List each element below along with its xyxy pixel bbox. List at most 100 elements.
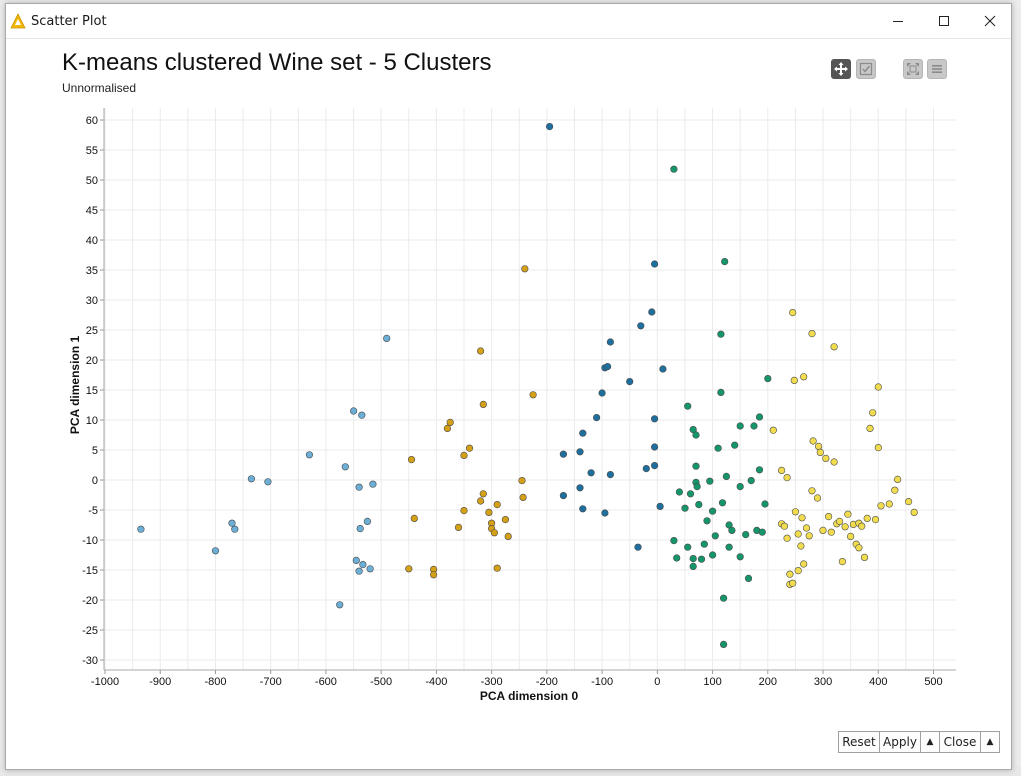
data-point-cluster-2[interactable]: [576, 484, 584, 492]
data-point-cluster-0[interactable]: [247, 475, 255, 483]
data-point-cluster-3[interactable]: [736, 483, 744, 491]
data-point-cluster-2[interactable]: [656, 502, 664, 511]
data-point-cluster-3[interactable]: [731, 441, 739, 449]
data-point-cluster-0[interactable]: [359, 560, 367, 569]
data-point-cluster-4[interactable]: [814, 442, 823, 451]
data-point-cluster-2[interactable]: [650, 462, 659, 470]
data-point-cluster-0[interactable]: [305, 451, 314, 459]
data-point-cluster-4[interactable]: [860, 553, 869, 562]
data-point-cluster-4[interactable]: [830, 343, 838, 351]
data-point-cluster-0[interactable]: [341, 463, 349, 471]
data-point-cluster-4[interactable]: [824, 512, 833, 521]
data-point-cluster-4[interactable]: [866, 424, 874, 433]
close-window-button[interactable]: [967, 4, 1013, 37]
data-point-cluster-3[interactable]: [675, 488, 684, 496]
close-button[interactable]: Close: [939, 731, 981, 753]
data-point-cluster-1[interactable]: [485, 508, 493, 517]
data-point-cluster-2[interactable]: [601, 509, 609, 517]
data-point-cluster-4[interactable]: [780, 522, 789, 530]
data-point-cluster-4[interactable]: [871, 515, 880, 524]
data-point-cluster-1[interactable]: [490, 529, 499, 537]
data-point-cluster-0[interactable]: [355, 567, 363, 575]
data-point-cluster-3[interactable]: [725, 543, 733, 551]
data-point-cluster-0[interactable]: [383, 334, 391, 343]
data-point-cluster-4[interactable]: [783, 474, 791, 482]
menu-button[interactable]: [927, 59, 947, 79]
data-point-cluster-1[interactable]: [529, 391, 537, 399]
data-point-cluster-3[interactable]: [706, 477, 714, 485]
data-point-cluster-3[interactable]: [736, 422, 744, 430]
data-point-cluster-2[interactable]: [576, 448, 584, 456]
data-point-cluster-0[interactable]: [366, 565, 374, 573]
data-point-cluster-3[interactable]: [718, 499, 727, 507]
data-point-cluster-1[interactable]: [493, 501, 501, 509]
data-point-cluster-4[interactable]: [891, 486, 899, 494]
data-point-cluster-4[interactable]: [789, 309, 797, 317]
data-point-cluster-3[interactable]: [711, 532, 719, 540]
data-point-cluster-4[interactable]: [816, 448, 824, 457]
data-point-cluster-0[interactable]: [352, 556, 360, 565]
data-point-cluster-3[interactable]: [700, 540, 708, 548]
data-point-cluster-1[interactable]: [493, 564, 501, 572]
data-point-cluster-2[interactable]: [598, 389, 606, 397]
data-point-cluster-3[interactable]: [686, 490, 695, 498]
data-point-cluster-0[interactable]: [350, 407, 358, 415]
data-point-cluster-0[interactable]: [336, 601, 344, 609]
data-point-cluster-3[interactable]: [742, 530, 750, 539]
data-point-cluster-4[interactable]: [802, 524, 811, 532]
data-point-cluster-2[interactable]: [579, 505, 587, 513]
data-point-cluster-2[interactable]: [659, 365, 667, 373]
data-point-cluster-4[interactable]: [783, 534, 791, 542]
data-point-cluster-2[interactable]: [648, 308, 656, 316]
data-point-cluster-0[interactable]: [363, 517, 372, 526]
data-point-cluster-3[interactable]: [684, 402, 692, 410]
data-point-cluster-3[interactable]: [692, 431, 700, 439]
data-point-cluster-4[interactable]: [805, 532, 813, 540]
select-button[interactable]: [856, 59, 876, 79]
data-point-cluster-3[interactable]: [708, 507, 717, 515]
data-point-cluster-4[interactable]: [835, 517, 844, 526]
data-point-cluster-0[interactable]: [137, 525, 145, 533]
data-point-cluster-3[interactable]: [755, 413, 764, 421]
data-point-cluster-4[interactable]: [797, 542, 805, 550]
data-point-cluster-3[interactable]: [708, 551, 717, 559]
data-point-cluster-1[interactable]: [479, 400, 487, 409]
data-point-cluster-3[interactable]: [721, 258, 729, 266]
data-point-cluster-3[interactable]: [681, 504, 689, 512]
data-point-cluster-4[interactable]: [798, 514, 806, 522]
data-point-cluster-4[interactable]: [789, 579, 797, 587]
data-point-cluster-2[interactable]: [545, 122, 554, 131]
data-point-cluster-4[interactable]: [846, 532, 855, 541]
data-point-cluster-3[interactable]: [717, 330, 725, 338]
data-point-cluster-3[interactable]: [703, 517, 711, 525]
data-point-cluster-3[interactable]: [719, 594, 728, 602]
data-point-cluster-3[interactable]: [728, 526, 736, 535]
data-point-cluster-2[interactable]: [559, 492, 568, 500]
data-point-cluster-4[interactable]: [790, 376, 798, 385]
data-point-cluster-4[interactable]: [874, 383, 882, 391]
data-point-cluster-0[interactable]: [228, 519, 236, 527]
data-point-cluster-2[interactable]: [634, 543, 642, 551]
data-point-cluster-2[interactable]: [642, 465, 650, 473]
data-point-cluster-4[interactable]: [855, 544, 863, 552]
data-point-cluster-4[interactable]: [885, 500, 893, 508]
close-options-button[interactable]: ▲: [980, 731, 1000, 753]
data-point-cluster-3[interactable]: [693, 483, 701, 491]
data-point-cluster-1[interactable]: [465, 444, 474, 452]
data-point-cluster-4[interactable]: [791, 508, 800, 516]
data-point-cluster-1[interactable]: [460, 507, 468, 515]
data-point-cluster-4[interactable]: [822, 454, 830, 463]
data-point-cluster-4[interactable]: [794, 530, 802, 538]
data-point-cluster-2[interactable]: [592, 414, 601, 422]
data-point-cluster-1[interactable]: [518, 477, 526, 485]
data-point-cluster-4[interactable]: [809, 437, 817, 445]
data-point-cluster-1[interactable]: [519, 493, 527, 502]
data-point-cluster-0[interactable]: [358, 411, 366, 419]
data-point-cluster-4[interactable]: [893, 475, 902, 484]
data-point-cluster-4[interactable]: [869, 409, 877, 417]
data-point-cluster-4[interactable]: [786, 570, 794, 578]
data-point-cluster-2[interactable]: [650, 443, 659, 451]
data-point-cluster-4[interactable]: [863, 514, 871, 523]
data-point-cluster-2[interactable]: [559, 450, 568, 458]
data-point-cluster-1[interactable]: [460, 451, 468, 460]
